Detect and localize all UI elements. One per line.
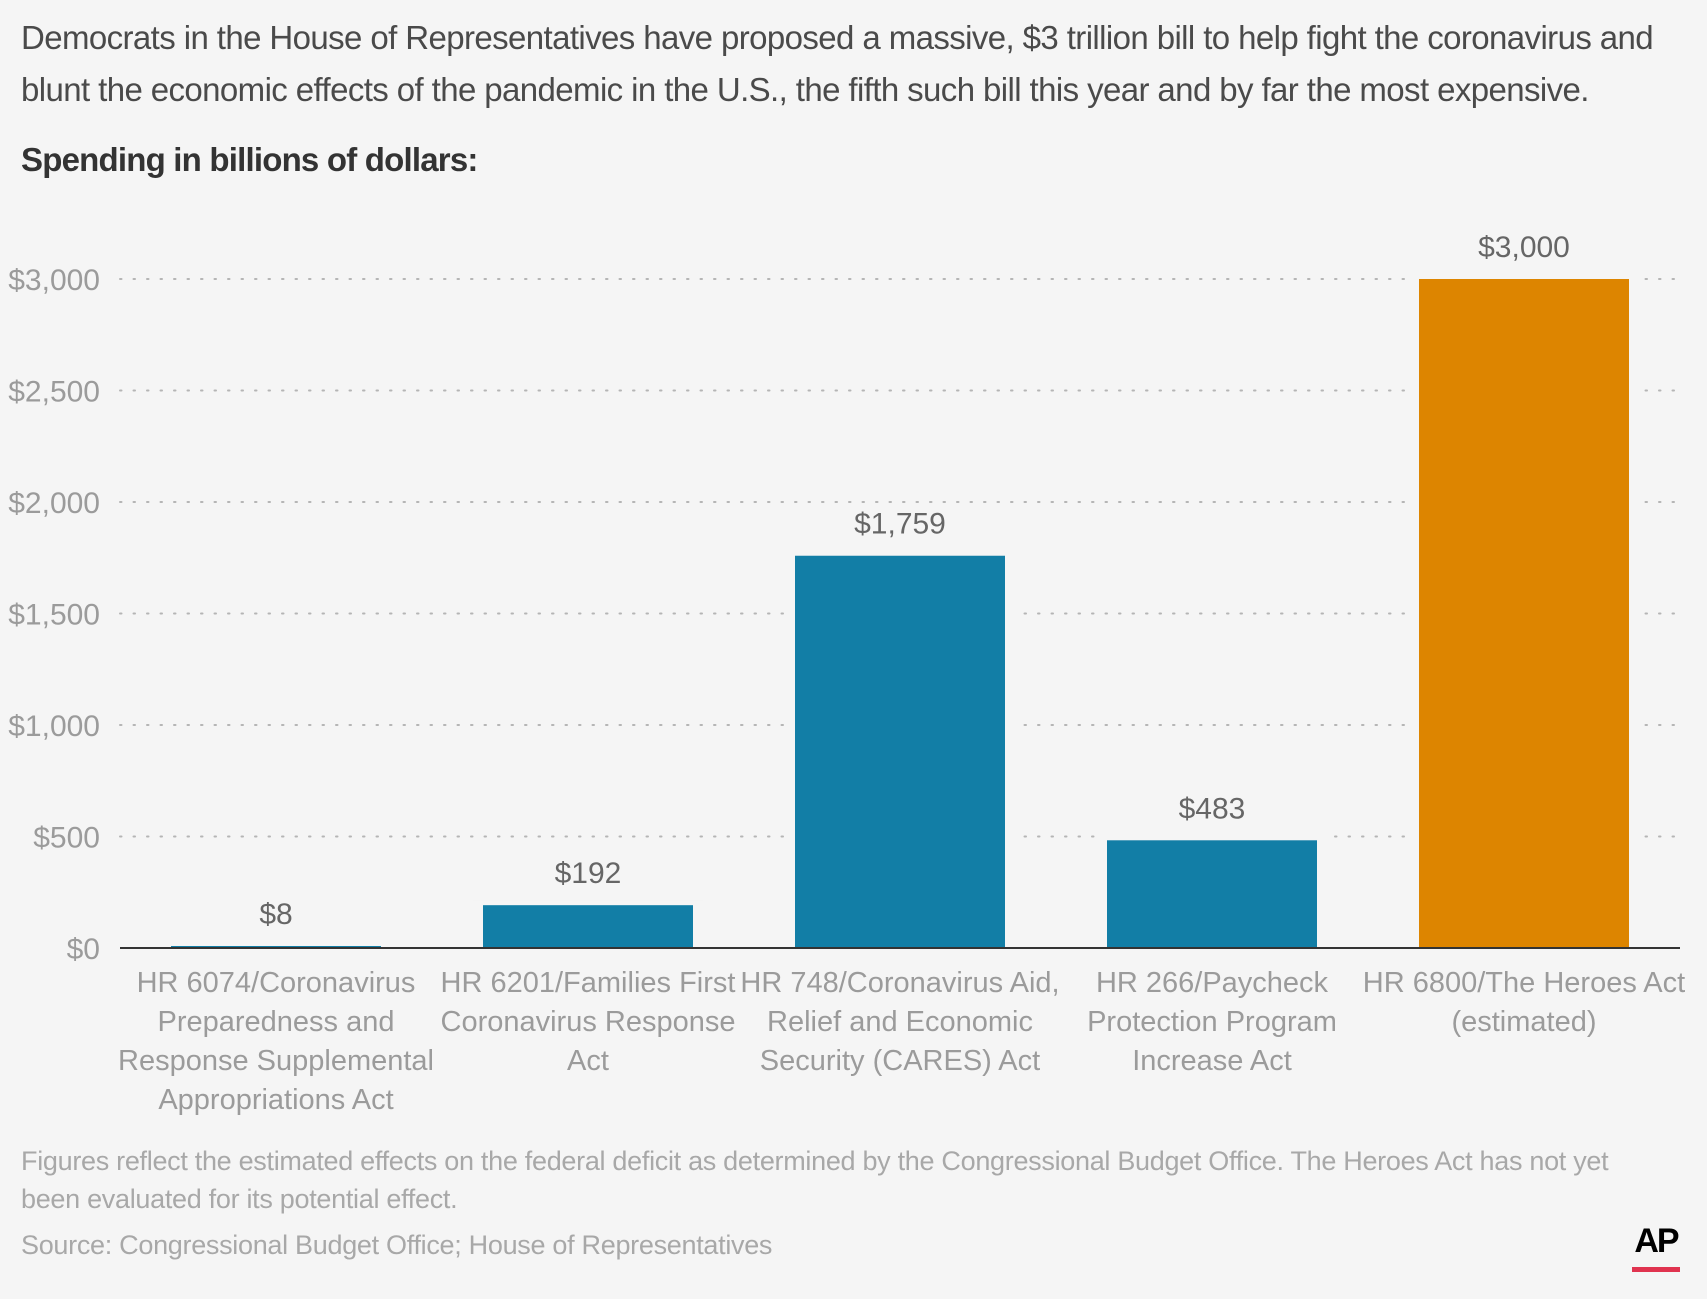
y-tick-label: $1,500	[8, 599, 100, 632]
x-category-label-line: HR 6800/The Heroes Act	[1363, 967, 1685, 999]
x-category-label: HR 6201/Families First Coronavirus Respon…	[441, 967, 736, 1077]
y-tick-label: $0	[67, 933, 100, 966]
y-tick-label: $500	[33, 822, 100, 855]
y-tick-label: $1,000	[8, 710, 100, 743]
x-category-label: HR 266/Paycheck Protection Program Increas…	[1087, 967, 1337, 1077]
x-category-label-line: Response Supplemental	[118, 1045, 434, 1077]
x-category-label-line: Preparedness and	[158, 1006, 395, 1038]
footnote: Figures reflect the estimated effects on…	[21, 1146, 1609, 1214]
bar	[1107, 840, 1317, 948]
bar	[1419, 279, 1629, 948]
y-tick-label: $3,000	[8, 264, 100, 297]
value-label: $3,000	[1478, 231, 1570, 264]
x-category-label: HR 6800/The Heroes Act (estimated)	[1363, 967, 1685, 1038]
x-category-label-line: Appropriations Act	[158, 1084, 393, 1116]
bar	[483, 905, 693, 948]
x-category-label-line: Protection Program	[1087, 1006, 1337, 1038]
x-category-label: HR 748/Coronavirus Aid, Relief and Econom…	[740, 967, 1059, 1077]
y-tick-label: $2,000	[8, 487, 100, 520]
value-label: $483	[1179, 792, 1246, 825]
x-category-label-line: (estimated)	[1451, 1006, 1596, 1038]
x-category-label-line: HR 266/Paycheck	[1096, 967, 1329, 999]
x-category-label-line: Act	[567, 1045, 609, 1077]
value-label: $192	[555, 857, 622, 890]
bar-chart: $0 $500 $1,000 $1,500 $2,000 $2,500 $3,000 $8 HR…	[8, 231, 1685, 1116]
x-category-label: HR 6074/Coronavirus Preparedness and Respo…	[118, 967, 434, 1116]
x-category-label-line: Coronavirus Response	[441, 1006, 736, 1038]
value-label: $8	[259, 898, 292, 931]
x-category-label-line: Relief and Economic	[767, 1006, 1033, 1038]
y-tick-label: $2,500	[8, 376, 100, 409]
x-category-label-line: Increase Act	[1132, 1045, 1292, 1077]
x-category-label-line: HR 6074/Coronavirus	[137, 967, 416, 999]
ap-logo-underline	[1632, 1267, 1680, 1272]
bar-gap	[161, 941, 391, 948]
intro-text: Democrats in the House of Representative…	[21, 19, 1654, 108]
x-category-label-line: HR 748/Coronavirus Aid,	[740, 967, 1059, 999]
chart-subtitle: Spending in billions of dollars:	[21, 141, 478, 178]
bar	[795, 555, 1005, 948]
ap-logo: AP	[1634, 1222, 1679, 1260]
value-label: $1,759	[854, 508, 946, 541]
x-category-label-line: HR 6201/Families First	[441, 967, 736, 999]
x-category-label-line: Security (CARES) Act	[760, 1045, 1040, 1077]
source-note: Source: Congressional Budget Office; Hou…	[21, 1230, 773, 1260]
